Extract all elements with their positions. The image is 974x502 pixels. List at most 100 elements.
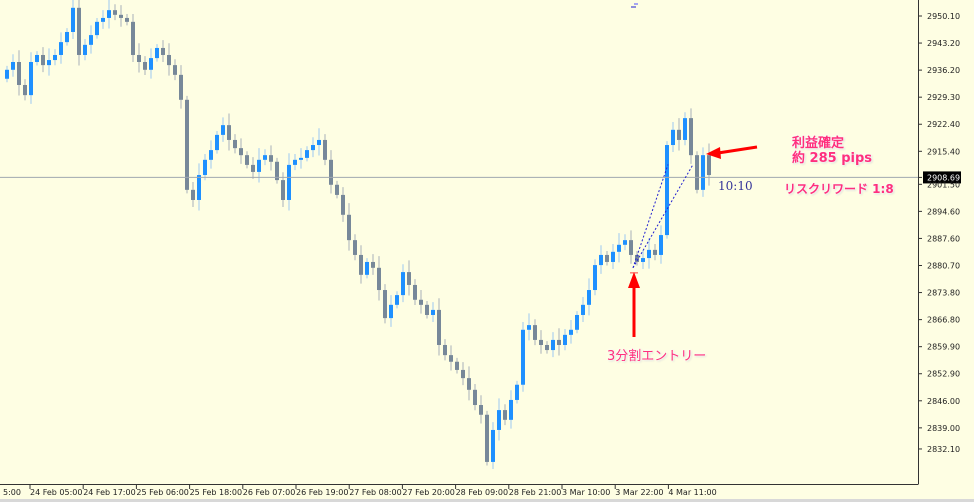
candle-body bbox=[563, 334, 567, 345]
candle bbox=[539, 330, 543, 354]
candle bbox=[419, 290, 423, 314]
candle bbox=[71, 0, 75, 39]
candle bbox=[527, 313, 531, 341]
candle bbox=[29, 52, 33, 104]
candle-body bbox=[245, 155, 249, 165]
candle bbox=[359, 245, 363, 284]
y-tick-label: 2832.10 bbox=[927, 445, 960, 454]
candle-body bbox=[149, 58, 153, 70]
candle-body bbox=[347, 214, 351, 241]
x-tick-label: 27 Feb 08:00 bbox=[349, 488, 401, 497]
candle bbox=[77, 0, 81, 66]
x-tick-label: 25 Feb 06:00 bbox=[136, 488, 188, 497]
profit-arrow-shaft bbox=[717, 145, 758, 155]
candle-body bbox=[233, 139, 237, 149]
candle bbox=[677, 118, 681, 151]
candle bbox=[389, 295, 393, 327]
candle-body bbox=[203, 159, 207, 176]
y-axis: 2950.10 2943.20 2936.20 2929.30 2922.40 2915.… bbox=[918, 12, 961, 454]
candle bbox=[647, 238, 651, 269]
current-price-box bbox=[923, 171, 961, 184]
candle-body bbox=[491, 429, 495, 462]
candle bbox=[263, 149, 267, 166]
candle bbox=[251, 157, 255, 179]
candle bbox=[317, 128, 321, 156]
candle bbox=[425, 300, 429, 319]
candle bbox=[431, 302, 435, 322]
candle-body bbox=[527, 325, 531, 330]
candle bbox=[41, 47, 45, 73]
candle bbox=[11, 54, 15, 77]
candle bbox=[197, 163, 201, 211]
candle-body bbox=[107, 10, 111, 18]
candle bbox=[515, 380, 519, 404]
candle bbox=[689, 108, 693, 164]
candle-body bbox=[161, 47, 165, 55]
candle bbox=[347, 203, 351, 251]
candle-body bbox=[23, 84, 27, 96]
candles bbox=[5, 0, 711, 469]
x-tick-label: 24 Feb 05:00 bbox=[30, 488, 82, 497]
candle-body bbox=[353, 240, 357, 255]
candle bbox=[131, 14, 135, 62]
candle-body bbox=[455, 361, 459, 370]
candle-body bbox=[443, 344, 447, 356]
candle bbox=[239, 138, 243, 164]
candle bbox=[701, 147, 705, 197]
x-tick-label: 27 Feb 20:00 bbox=[402, 488, 454, 497]
candle-body bbox=[581, 304, 585, 315]
x-tick-label: 25 Feb 18:00 bbox=[190, 488, 242, 497]
candle bbox=[161, 40, 165, 62]
candle-body bbox=[683, 118, 687, 140]
candle bbox=[473, 383, 477, 411]
candle bbox=[245, 151, 249, 169]
candle bbox=[287, 153, 291, 211]
candle bbox=[227, 113, 231, 151]
y-tick-label: 2852.90 bbox=[927, 370, 960, 379]
y-tick-label: 2936.20 bbox=[927, 66, 960, 75]
candle-body bbox=[281, 180, 285, 200]
candle-body bbox=[323, 139, 327, 160]
candle-body bbox=[593, 265, 597, 291]
candle bbox=[707, 143, 711, 186]
candle-body bbox=[101, 17, 105, 22]
candle bbox=[95, 17, 99, 39]
candle-body bbox=[611, 251, 615, 262]
candle bbox=[497, 398, 501, 441]
candle-body bbox=[293, 159, 297, 165]
candle bbox=[323, 134, 327, 166]
candle-body bbox=[131, 21, 135, 55]
candle-body bbox=[473, 389, 477, 406]
candle bbox=[521, 321, 525, 392]
x-tick-label: 28 Feb 09:00 bbox=[456, 488, 508, 497]
candle bbox=[593, 259, 597, 296]
entry-arrow-head bbox=[628, 272, 640, 288]
candle bbox=[395, 291, 399, 309]
candle-body bbox=[335, 184, 339, 195]
candle bbox=[629, 230, 633, 264]
candle bbox=[563, 329, 567, 351]
candle-body bbox=[461, 369, 465, 379]
candle bbox=[215, 130, 219, 154]
candle bbox=[149, 48, 153, 79]
candle-body bbox=[371, 261, 375, 268]
candle-body bbox=[485, 414, 489, 462]
candle bbox=[293, 153, 297, 171]
candle-body bbox=[503, 410, 507, 420]
y-tick-label: 2922.40 bbox=[927, 120, 960, 129]
candle bbox=[413, 279, 417, 306]
x-tick-label: 26 Feb 19:00 bbox=[296, 488, 348, 497]
candle-body bbox=[689, 118, 693, 156]
candle-body bbox=[533, 325, 537, 340]
candle bbox=[209, 140, 213, 169]
y-tick-label: 2901.50 bbox=[927, 180, 960, 189]
candle-body bbox=[287, 164, 291, 200]
candle-body bbox=[695, 155, 699, 190]
candle-body bbox=[185, 99, 189, 190]
candle-body bbox=[407, 272, 411, 285]
candle-body bbox=[299, 157, 303, 160]
profit-label-line2: 約 285 pips bbox=[792, 151, 872, 166]
candle-body bbox=[329, 159, 333, 185]
candle-body bbox=[551, 339, 555, 351]
